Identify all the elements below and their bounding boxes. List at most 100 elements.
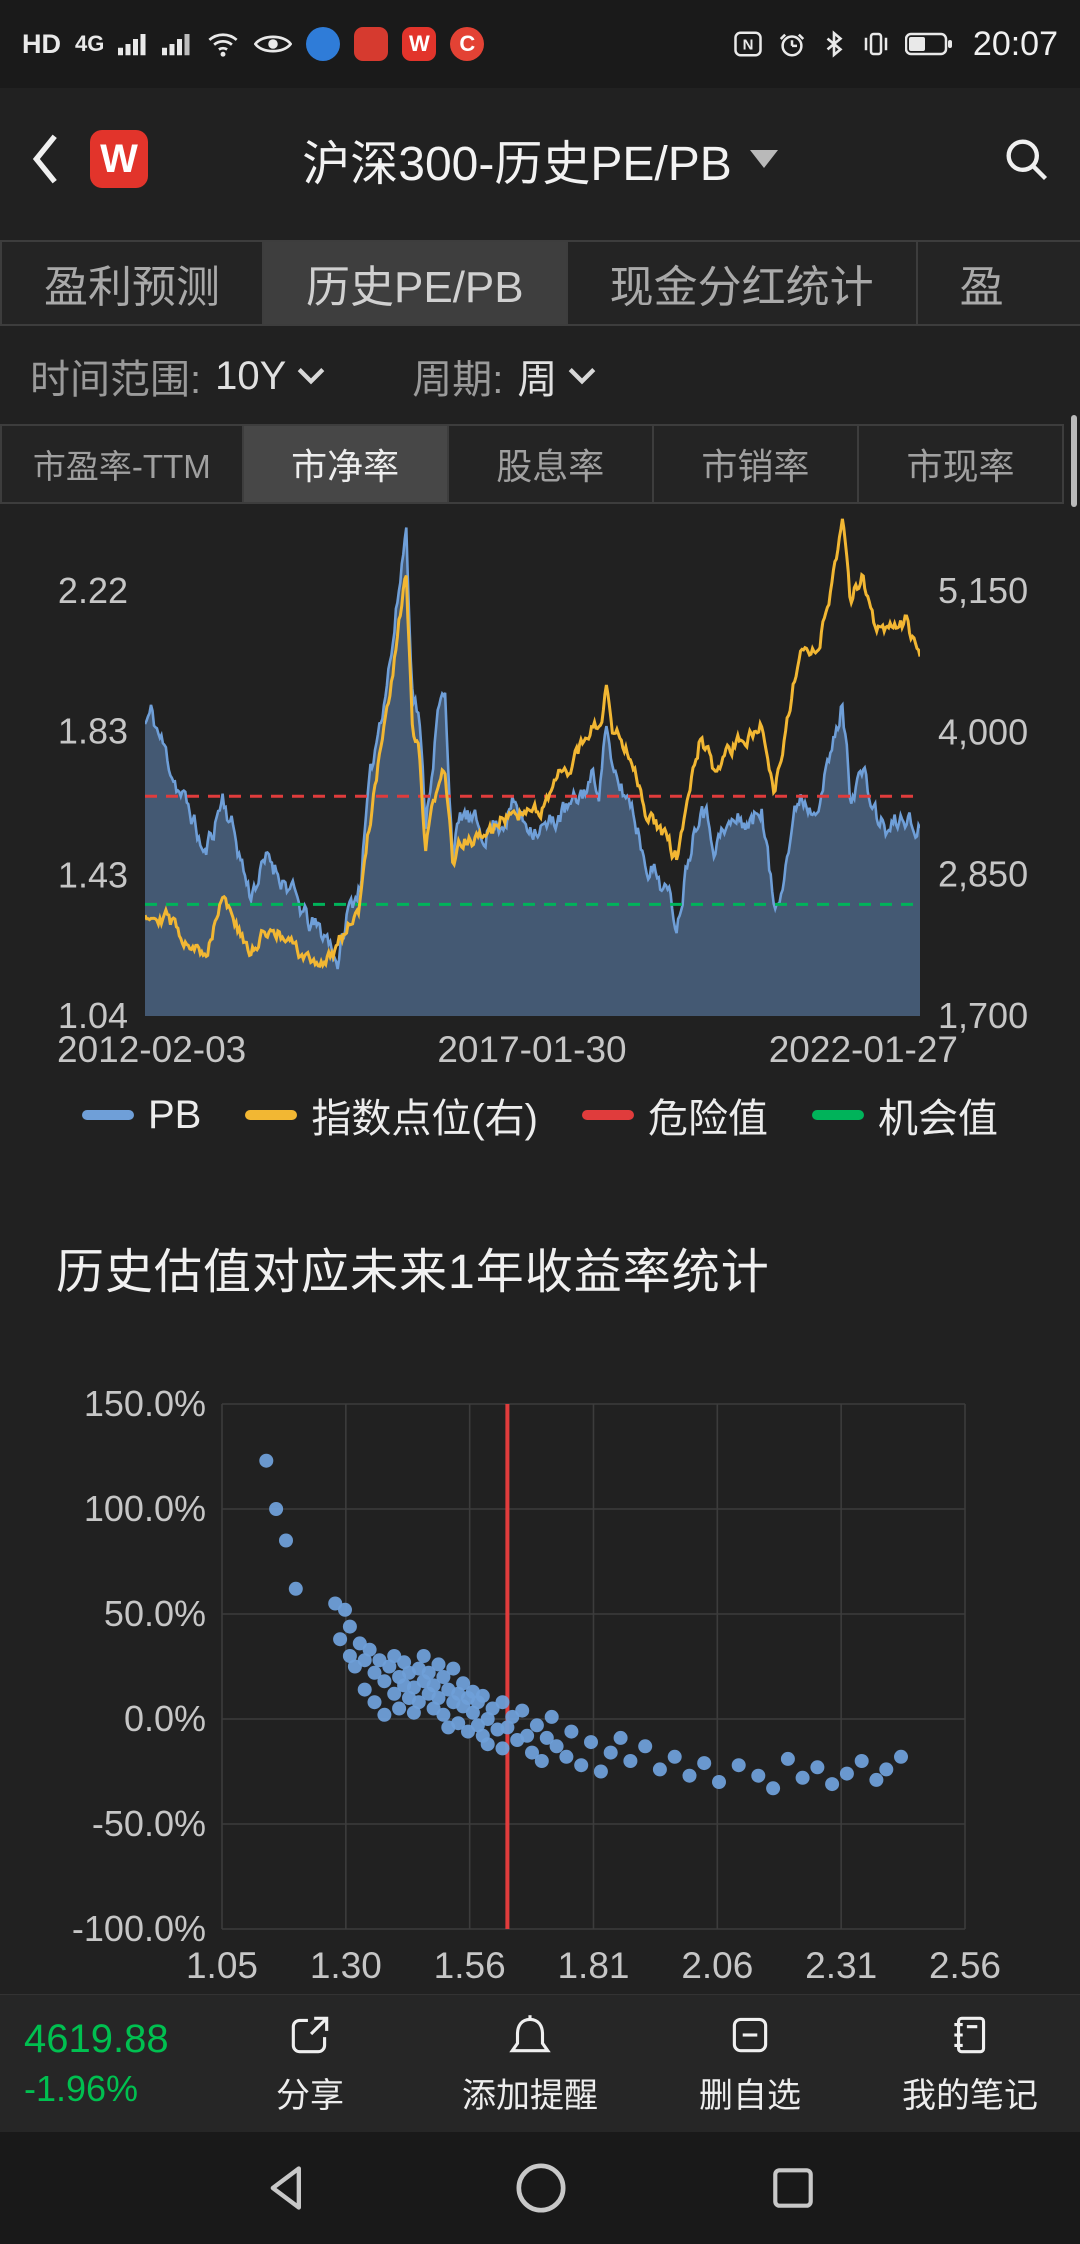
tab-cash-dividend[interactable]: 现金分红统计 xyxy=(565,240,918,326)
period-dropdown[interactable] xyxy=(567,365,597,387)
index-quote: 4619.88 -1.96% xyxy=(0,2017,200,2110)
metric-tab-ps[interactable]: 市销率 xyxy=(651,424,859,504)
scatter-y-tick: 0.0% xyxy=(124,1698,206,1739)
scatter-point xyxy=(436,1670,451,1684)
scatter-point xyxy=(495,1741,510,1756)
legend-swatch-danger xyxy=(582,1110,634,1120)
scatter-point xyxy=(682,1768,697,1783)
valuation-chart[interactable]: 2.22 1.83 1.43 1.04 5,150 4,000 2,850 1,700 2012… xyxy=(0,504,1080,1084)
scatter-point xyxy=(342,1619,357,1634)
x-axis-date-label: 2012-02-03 xyxy=(57,1029,246,1070)
search-icon xyxy=(1006,139,1048,181)
back-chevron-icon xyxy=(32,134,57,184)
scatter-point xyxy=(387,1686,402,1701)
scatter-point xyxy=(342,1649,357,1663)
remove-watchlist-button[interactable]: 删自选 xyxy=(640,2010,860,2117)
nav-recents-icon[interactable] xyxy=(768,2163,818,2213)
scatter-point xyxy=(451,1716,466,1731)
section-title: 历史估值对应未来1年收益率统计 xyxy=(56,1246,770,1299)
scatter-point xyxy=(839,1766,854,1781)
tab-historical-pe-pb[interactable]: 历史PE/PB xyxy=(262,240,568,326)
left-axis-tick: 1.43 xyxy=(58,855,128,896)
right-axis-tick: 4,000 xyxy=(938,712,1028,753)
scatter-point xyxy=(712,1775,726,1789)
footer-actions: 分享 添加提醒 删自选 xyxy=(200,2010,1080,2117)
scatter-y-tick: -50.0% xyxy=(92,1803,206,1844)
scatter-point xyxy=(431,1691,446,1705)
legend-label-pb: PB xyxy=(148,1092,202,1137)
hd-indicator: HD xyxy=(22,28,61,59)
legend-swatch-opportunity xyxy=(812,1110,864,1120)
left-axis-tick: 2.22 xyxy=(58,570,128,611)
metric-tab-dividend-yield[interactable]: 股息率 xyxy=(446,424,654,504)
wind-logo: W xyxy=(90,130,148,188)
header-title-wrap: 沪深300-历史PE/PB xyxy=(0,88,1080,230)
title-dropdown-icon[interactable] xyxy=(749,150,778,168)
scatter-point xyxy=(652,1762,667,1777)
scatter-point xyxy=(333,1632,348,1647)
svg-text:N: N xyxy=(742,37,753,54)
scrollbar-thumb[interactable] xyxy=(1071,415,1077,507)
time-range-value[interactable]: 10Y xyxy=(215,353,287,398)
scatter-point xyxy=(564,1724,579,1739)
right-axis-tick: 2,850 xyxy=(938,853,1028,894)
metric-tab-pcf[interactable]: 市现率 xyxy=(856,424,1064,504)
add-alert-button[interactable]: 添加提醒 xyxy=(420,2010,640,2117)
period-value[interactable]: 周 xyxy=(517,358,558,402)
minus-square-icon xyxy=(732,2017,768,2053)
x-axis-date-label: 2017-01-30 xyxy=(437,1029,626,1070)
remove-watchlist-label: 删自选 xyxy=(699,2077,801,2115)
scatter-y-tick: 150.0% xyxy=(84,1383,206,1424)
pb-area xyxy=(145,527,920,1016)
scatter-point xyxy=(416,1649,431,1663)
pb-line xyxy=(145,527,920,970)
nav-back-icon[interactable] xyxy=(262,2162,314,2214)
status-bar-left: HD 4G W C xyxy=(22,27,485,61)
nfc-icon: N xyxy=(734,31,762,57)
share-button[interactable]: 分享 xyxy=(200,2010,420,2117)
scatter-point xyxy=(446,1661,461,1676)
return-scatter-chart[interactable]: 1.05 1.30 1.56 1.81 2.06 2.31 2.56 150.0% 100.0%… xyxy=(0,1330,1080,1990)
nav-home-icon[interactable] xyxy=(513,2160,569,2216)
search-button[interactable] xyxy=(1000,133,1052,185)
tab-clipped[interactable]: 盈 xyxy=(915,240,1080,326)
time-range-dropdown[interactable] xyxy=(296,365,326,387)
scatter-x-tick: 1.81 xyxy=(557,1945,629,1986)
scatter-y-tick: -100.0% xyxy=(72,1908,206,1949)
alarm-icon xyxy=(779,33,805,57)
scatter-x-tick: 2.31 xyxy=(805,1945,877,1986)
network-type-label: 4G xyxy=(75,31,105,56)
scatter-point xyxy=(456,1676,471,1691)
legend-item-pb: PB xyxy=(82,1093,201,1138)
metric-tab-pe-ttm[interactable]: 市盈率-TTM xyxy=(0,424,244,504)
wifi-icon xyxy=(208,33,238,57)
scatter-point xyxy=(362,1642,377,1657)
scatter-point xyxy=(465,1705,480,1720)
scatter-point xyxy=(520,1728,535,1743)
scatter-point xyxy=(810,1760,825,1775)
time-range-label: 时间范围: xyxy=(30,358,202,402)
metric-tab-pb[interactable]: 市净率 xyxy=(241,424,449,504)
scatter-point xyxy=(529,1718,544,1733)
legend-label-index: 指数点位(右) xyxy=(311,1097,538,1141)
scatter-y-tick: 50.0% xyxy=(104,1593,206,1634)
my-notes-button[interactable]: 我的笔记 xyxy=(860,2010,1080,2117)
scatter-point xyxy=(584,1735,598,1750)
scatter-point xyxy=(367,1695,382,1710)
back-button[interactable] xyxy=(28,132,62,186)
scatter-point xyxy=(613,1730,628,1745)
legend-item-opportunity: 机会值 xyxy=(812,1086,998,1144)
tab-earnings-forecast[interactable]: 盈利预测 xyxy=(0,240,264,326)
scatter-point xyxy=(869,1772,884,1787)
scatter-x-tick: 1.05 xyxy=(186,1945,258,1986)
vibrate-icon xyxy=(864,32,888,56)
scatter-point xyxy=(436,1707,451,1722)
scatter-point xyxy=(377,1707,392,1722)
footer-action-bar: 4619.88 -1.96% 分享 添加提醒 xyxy=(0,1994,1080,2132)
legend-swatch-index xyxy=(245,1110,298,1120)
scatter-point xyxy=(766,1781,781,1796)
scatter-point xyxy=(480,1712,495,1726)
left-axis-tick: 1.83 xyxy=(58,710,128,751)
scatter-point xyxy=(559,1749,574,1764)
eye-icon xyxy=(254,35,293,53)
